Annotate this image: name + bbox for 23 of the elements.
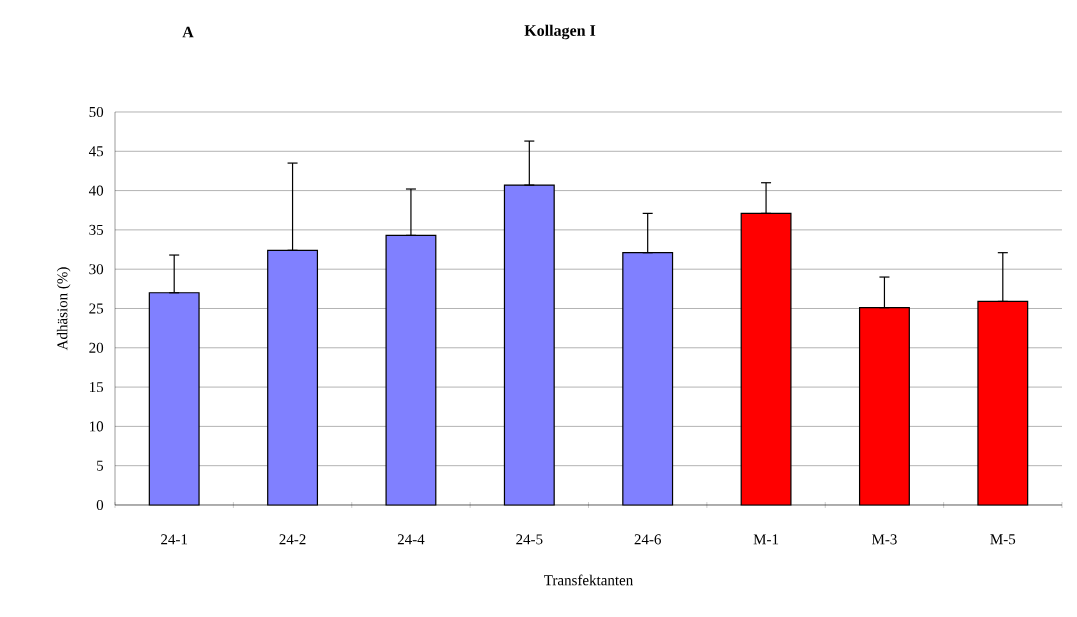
y-tick-label: 15 [89, 382, 104, 393]
x-tick-label: M-5 [990, 534, 1016, 545]
x-tick-label: 24-2 [279, 534, 306, 545]
x-tick-label: 24-4 [397, 534, 425, 545]
x-tick-label: 24-1 [161, 534, 188, 545]
y-tick-label: 10 [89, 421, 104, 432]
chart-title: Kollagen I [524, 24, 596, 40]
text: A [182, 26, 194, 38]
y-tick-label: 45 [88, 146, 104, 157]
y-tick-label: 40 [88, 185, 104, 196]
y-tick-label: 0 [96, 499, 104, 511]
y-tick-label: 35 [89, 224, 104, 235]
y-tick-label: 30 [89, 264, 104, 275]
y-tick-label: 50 [89, 106, 104, 118]
x-tick-label: 24-6 [634, 534, 661, 545]
y-tick-label: 5 [97, 460, 104, 471]
y-axis-title: Adhäsion (%) [56, 267, 71, 351]
x-tick-label: 24-5 [516, 534, 543, 545]
x-tick-label: M-3 [871, 534, 897, 545]
y-tick-label: 20 [89, 342, 104, 353]
x-tick-label: M-1 [753, 534, 779, 545]
y-tick-label: 25 [89, 303, 104, 314]
x-axis-title: Transfektanten [544, 574, 634, 586]
